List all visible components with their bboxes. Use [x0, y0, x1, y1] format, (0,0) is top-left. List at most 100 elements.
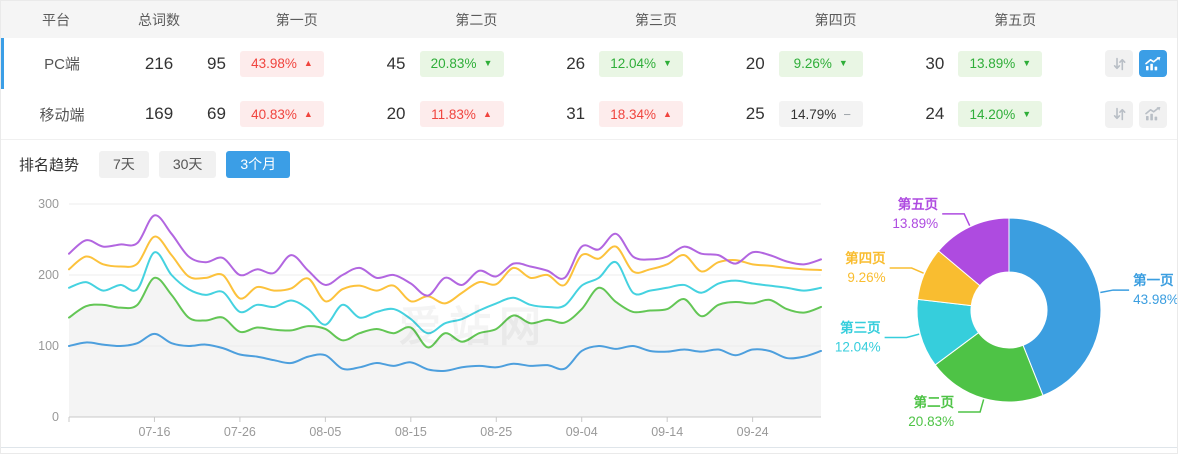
pie-slice-page2[interactable] [934, 332, 1044, 403]
trend-arrow-icon: ▲ [303, 58, 313, 68]
pie-label-leader-page5 [942, 213, 971, 227]
col-header-page5: 第五页 [994, 11, 1037, 28]
col-header-page2: 第二页 [455, 11, 498, 28]
line-series-page1[interactable] [68, 332, 822, 372]
page-count: 20 [745, 53, 765, 73]
page2-cell: 45 20.83% ▼ [386, 50, 567, 77]
trend-badge: 11.83% ▲ [419, 101, 504, 127]
page4-cell: 20 9.26% ▼ [745, 50, 926, 77]
page-share-donut-chart[interactable]: 第一页 43.98% 第二页 20.83% 第三页 12.04% 第四页 9.26% 第五页 13… [831, 181, 1178, 454]
sort-button[interactable] [1105, 50, 1133, 77]
pie-label-leader-page4 [889, 267, 924, 274]
trend-arrow-icon: ▼ [838, 58, 848, 68]
x-tick-label: 08-05 [309, 425, 341, 439]
x-tick-label: 09-14 [651, 425, 683, 439]
page-count: 45 [386, 53, 406, 73]
pie-label-name-page1: 第一页 [1133, 272, 1174, 288]
table-header-row: 平台 总词数 第一页 第二页 第三页 第四页 第五页 [1, 1, 1177, 39]
area-fill-page2 [69, 277, 821, 417]
trend-percent: 14.20% [969, 106, 1016, 122]
pie-label-name-page3: 第三页 [840, 319, 881, 335]
sort-arrows-icon [1113, 57, 1125, 70]
line-series-page5[interactable] [68, 214, 822, 297]
trend-chart-button[interactable] [1139, 50, 1167, 77]
y-tick-label: 0 [52, 410, 59, 424]
total-words-value: 169 [144, 104, 174, 123]
trend-badge: 40.83% ▲ [239, 101, 324, 127]
trend-badge: 9.26% ▼ [778, 50, 863, 77]
trend-line-chart-icon [1145, 107, 1161, 121]
pie-label-percent-page1: 43.98% [1133, 292, 1178, 307]
table-row-pc[interactable]: PC端 216 95 43.98% ▲ 45 20.83% ▼ 26 12.04… [1, 38, 1177, 90]
page1-cell: 95 43.98% ▲ [207, 50, 387, 77]
row-actions [1105, 50, 1177, 77]
total-words-value: 216 [144, 53, 174, 73]
y-tick-label: 200 [38, 268, 59, 282]
sort-button[interactable] [1105, 100, 1133, 128]
trend-badge: 18.34% ▲ [599, 101, 684, 127]
trend-section-title: 排名趋势 [19, 156, 80, 174]
trend-arrow-icon: ▼ [663, 58, 672, 68]
range-7d-button[interactable]: 7天 [99, 150, 149, 178]
page-count: 25 [745, 104, 765, 123]
pie-label-percent-page2: 20.83% [908, 414, 954, 429]
col-header-page3: 第三页 [634, 11, 677, 28]
trend-arrow-icon: ▼ [1022, 58, 1032, 68]
platform-name: PC端 [44, 56, 80, 73]
page-count: 69 [207, 104, 226, 123]
bottom-divider [1, 447, 1177, 448]
trend-arrow-icon: ▲ [663, 108, 672, 119]
range-3m-button[interactable]: 3个月 [226, 150, 291, 178]
rank-trend-line-chart[interactable]: 07-16 07-26 08-05 08-15 08-25 09-04 09-14 09-24… [1, 192, 831, 444]
trend-percent: 9.26% [793, 56, 832, 71]
page-count: 30 [925, 53, 945, 73]
trend-percent: 12.04% [610, 56, 657, 71]
trend-chart-button[interactable] [1139, 100, 1167, 128]
trend-arrow-icon: ▲ [482, 108, 492, 119]
trend-badge: 12.04% ▼ [599, 50, 684, 77]
trend-percent: 14.79% [790, 106, 837, 122]
page-count: 24 [925, 104, 945, 123]
pie-label-percent-page4: 9.26% [847, 270, 885, 285]
page5-cell: 30 13.89% ▼ [925, 50, 1105, 77]
page2-cell: 20 11.83% ▲ [387, 101, 567, 127]
x-tick-label: 07-16 [138, 425, 170, 439]
trend-percent: 13.89% [969, 56, 1016, 71]
trend-badge: 14.79% − [778, 101, 863, 127]
page3-cell: 26 12.04% ▼ [566, 50, 746, 77]
x-tick-label: 08-25 [480, 425, 512, 439]
page-count: 26 [566, 53, 586, 73]
trend-arrow-icon: ▼ [1022, 108, 1032, 119]
pie-label-name-page5: 第五页 [898, 196, 939, 212]
trend-badge: 43.98% ▲ [239, 50, 324, 77]
trend-badge: 14.20% ▼ [958, 101, 1043, 127]
y-tick-label: 100 [38, 339, 59, 353]
page-count: 95 [207, 53, 226, 73]
page1-cell: 69 40.83% ▲ [207, 101, 387, 127]
pie-slice-page1[interactable] [1008, 217, 1102, 397]
pie-label-name-page4: 第四页 [845, 250, 886, 266]
trend-percent: 11.83% [431, 106, 476, 122]
pie-slice-page5[interactable] [937, 217, 1010, 287]
pie-label-name-page2: 第二页 [914, 394, 955, 410]
table-row-mobile[interactable]: 移动端 169 69 40.83% ▲ 20 11.83% ▲ 31 18.34… [1, 89, 1177, 140]
x-tick-label: 09-24 [737, 425, 769, 439]
col-header-page1: 第一页 [275, 11, 318, 28]
page4-cell: 25 14.79% − [746, 101, 926, 127]
trend-arrow-icon: ▲ [303, 108, 313, 119]
y-tick-label: 300 [38, 197, 59, 211]
range-30d-button[interactable]: 30天 [158, 150, 217, 178]
line-series-page2[interactable] [68, 276, 822, 349]
line-series-page4[interactable] [68, 235, 822, 305]
trend-percent: 18.34% [610, 106, 657, 122]
pie-label-percent-page5: 13.89% [892, 216, 938, 231]
page-count: 31 [566, 104, 586, 123]
sort-arrows-icon [1113, 107, 1125, 121]
col-header-page4: 第四页 [814, 11, 857, 28]
trend-arrow-icon: ▼ [483, 58, 493, 68]
trend-badge: 13.89% ▼ [958, 50, 1043, 77]
pie-label-leader-page1 [1100, 289, 1130, 294]
col-header-total-words: 总词数 [138, 11, 180, 28]
line-series-page3[interactable] [68, 251, 822, 335]
col-header-platform: 平台 [42, 11, 70, 28]
